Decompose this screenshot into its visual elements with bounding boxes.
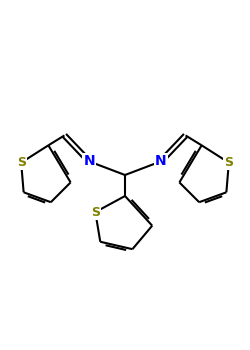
- Text: S: S: [91, 205, 100, 219]
- Text: S: S: [17, 156, 26, 169]
- Text: S: S: [224, 156, 233, 169]
- Text: N: N: [83, 154, 95, 168]
- Text: N: N: [155, 154, 167, 168]
